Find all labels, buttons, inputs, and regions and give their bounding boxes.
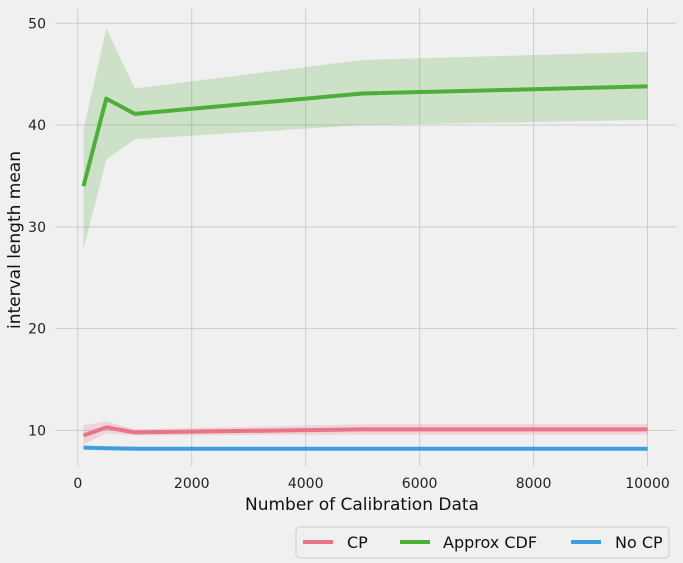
legend-no-cp-label: No CP	[615, 533, 663, 552]
y-tick-label: 30	[28, 220, 46, 236]
y-tick-label: 10	[28, 423, 46, 439]
approx-cdf-line	[81, 84, 648, 187]
x-tick-label: 8000	[516, 476, 552, 492]
series-lines	[81, 84, 648, 451]
legend: CP Approx CDF No CP	[295, 526, 670, 559]
legend-cp-label: CP	[347, 533, 368, 552]
x-tick-label: 0	[73, 476, 82, 492]
legend-approx-cdf-label: Approx CDF	[443, 533, 537, 552]
legend-frame	[295, 526, 670, 559]
y-tick-label: 50	[28, 16, 46, 32]
y-tick-label: 40	[28, 118, 46, 134]
x-tick-label: 6000	[402, 476, 438, 492]
legend-items: CP Approx CDF No CP	[303, 533, 663, 552]
cp-band	[83, 421, 648, 445]
x-tick-label: 2000	[174, 476, 210, 492]
y-tick-label: 20	[28, 322, 46, 338]
x-tick-label: 4000	[288, 476, 324, 492]
approx-cdf-band	[83, 28, 648, 250]
cp-line	[82, 425, 648, 438]
no-cp-line	[83, 445, 648, 451]
x-axis-label: Number of Calibration Data	[245, 495, 479, 515]
y-axis-label: interval length mean	[5, 151, 25, 329]
x-tick-label: 10000	[625, 476, 670, 492]
tick-labels: 0 2000 4000 6000 8000 10000 10 20 30 40 50	[28, 16, 670, 492]
